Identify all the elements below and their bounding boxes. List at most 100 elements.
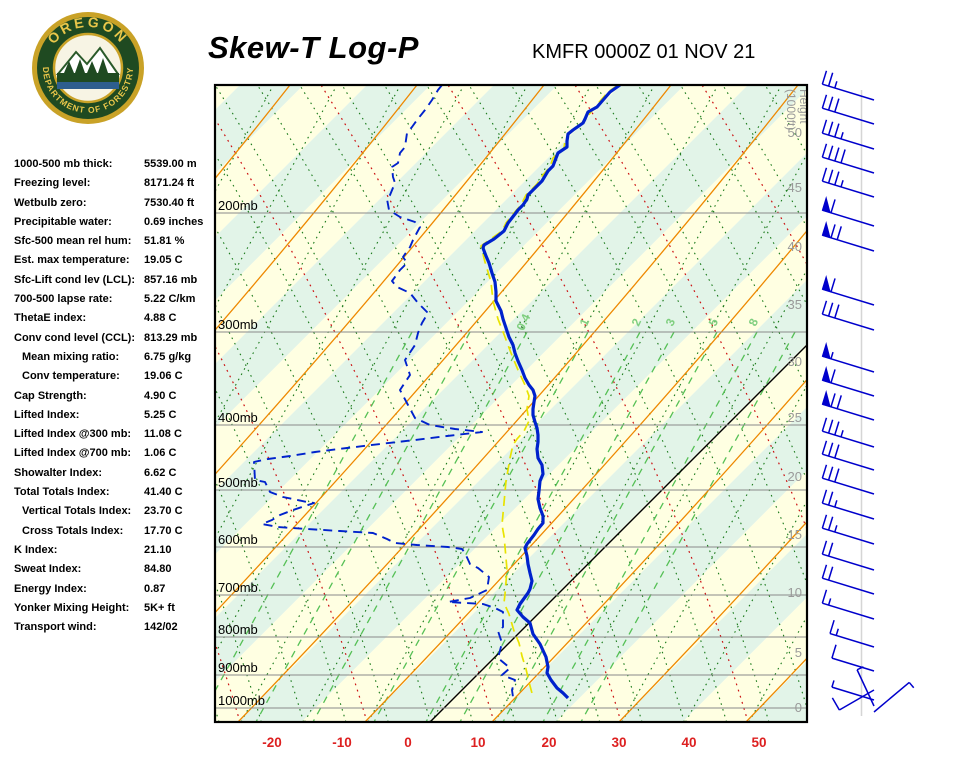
height-label: 35 bbox=[788, 297, 802, 312]
height-label: 15 bbox=[788, 527, 802, 542]
wind-barb bbox=[821, 564, 875, 595]
wind-barb-column bbox=[821, 70, 915, 713]
height-label: 25 bbox=[788, 410, 802, 425]
index-value: 19.05 C bbox=[144, 254, 183, 267]
index-row: Mean mixing ratio: 6.75 g/kg bbox=[14, 348, 214, 367]
index-value: 41.40 C bbox=[144, 486, 183, 499]
index-row: Lifted Index: 5.25 C bbox=[14, 406, 214, 425]
index-label: Vertical Totals Index: bbox=[22, 505, 132, 518]
height-label: 40 bbox=[788, 239, 802, 254]
index-label: Wetbulb zero: bbox=[14, 196, 87, 209]
isohume-line bbox=[304, 85, 655, 722]
wind-barb bbox=[821, 417, 875, 448]
wind-barb bbox=[821, 94, 875, 125]
isotherm-band bbox=[492, 407, 807, 722]
index-row: Precipitable water: 0.69 inches bbox=[14, 213, 214, 232]
index-row: Lifted Index @700 mb: 1.06 C bbox=[14, 444, 214, 463]
pressure-label: 500mb bbox=[218, 475, 258, 490]
isotherm-band bbox=[428, 343, 807, 722]
index-value: 7530.40 ft bbox=[144, 196, 195, 209]
index-value: 4.90 C bbox=[144, 389, 177, 402]
index-label: Precipitable water: bbox=[14, 215, 112, 228]
index-value: 17.70 C bbox=[144, 524, 183, 537]
isotherm-band bbox=[238, 153, 807, 722]
index-value: 21.10 bbox=[144, 543, 172, 556]
height-label: 50 bbox=[788, 125, 802, 140]
wind-barb bbox=[821, 589, 875, 620]
moist-adiabat bbox=[215, 706, 220, 722]
wind-barb bbox=[821, 119, 875, 150]
isohume-line bbox=[494, 153, 807, 722]
dewpoint-trace bbox=[253, 85, 516, 698]
height-label: 10 bbox=[788, 585, 802, 600]
isotherm-band bbox=[215, 85, 240, 110]
index-value: 857.16 mb bbox=[144, 273, 198, 286]
index-row: Total Totals Index: 41.40 C bbox=[14, 483, 214, 502]
wind-barb bbox=[829, 619, 875, 648]
index-label: Sfc-Lift cond lev (LCL): bbox=[14, 273, 135, 286]
index-value: 5K+ ft bbox=[144, 601, 175, 614]
height-label: 30 bbox=[788, 354, 802, 369]
index-value: 23.70 C bbox=[144, 505, 183, 518]
height-label: 45 bbox=[788, 180, 802, 195]
index-label: Transport wind: bbox=[14, 621, 97, 634]
isotherm-line bbox=[618, 520, 807, 722]
isotherm-band bbox=[215, 89, 807, 722]
height-label: 20 bbox=[788, 469, 802, 484]
temp-axis-label: 50 bbox=[751, 735, 766, 750]
index-value: 6.62 C bbox=[144, 466, 177, 479]
pressure-label: 900mb bbox=[218, 660, 258, 675]
wind-barb bbox=[821, 70, 875, 101]
isotherm-line bbox=[0, 85, 163, 722]
dry-adiabat-red bbox=[447, 85, 749, 722]
index-row: Sweat Index: 84.80 bbox=[14, 560, 214, 579]
index-value: 813.29 mb bbox=[144, 331, 198, 344]
dry-adiabat-red bbox=[574, 85, 807, 531]
wind-barb bbox=[821, 389, 875, 421]
plot-area: 0.4 1 2 3 5 850454035302520151050Height(1000f… bbox=[0, 85, 960, 722]
pressure-label: 600mb bbox=[218, 532, 258, 547]
index-label: Est. max temperature: bbox=[14, 254, 130, 267]
isotherm-band bbox=[873, 85, 960, 722]
index-row: Sfc-500 mean rel hum: 51.81 % bbox=[14, 232, 214, 251]
wind-barb bbox=[831, 680, 875, 701]
index-label: Lifted Index: bbox=[14, 408, 80, 421]
index-value: 5.25 C bbox=[144, 408, 177, 421]
station-datetime: KMFR 0000Z 01 NOV 21 bbox=[532, 41, 756, 63]
isohume-line bbox=[215, 85, 528, 655]
isotherm-line bbox=[873, 85, 960, 722]
temp-axis-label: -20 bbox=[262, 735, 282, 750]
wind-barb bbox=[831, 644, 875, 672]
isohume-line bbox=[240, 85, 592, 722]
mixing-ratio-line bbox=[580, 331, 796, 722]
temperature-trace bbox=[481, 85, 621, 700]
wind-barb bbox=[821, 143, 875, 174]
isohume-line bbox=[367, 85, 719, 722]
height-label: 0 bbox=[795, 700, 802, 715]
isotherm-line bbox=[215, 85, 291, 180]
mixing-ratio-line bbox=[425, 331, 641, 722]
mixing-ratio-line bbox=[542, 331, 758, 722]
index-row: ThetaE index: 4.88 C bbox=[14, 309, 214, 328]
isotherm-band bbox=[0, 85, 177, 722]
wind-barb bbox=[821, 167, 875, 198]
isotherm-line bbox=[215, 85, 545, 476]
mixing-ratio-line bbox=[312, 331, 528, 722]
index-value: 5.22 C/km bbox=[144, 293, 196, 306]
index-label: Yonker Mixing Height: bbox=[14, 601, 130, 614]
index-row: Freezing level: 8171.24 ft bbox=[14, 174, 214, 193]
index-row: 700-500 lapse rate: 5.22 C/km bbox=[14, 290, 214, 309]
isohume-line bbox=[621, 384, 807, 722]
index-value: 0.69 inches bbox=[144, 215, 204, 228]
index-label: ThetaE index: bbox=[14, 312, 87, 325]
index-label: Total Totals Index: bbox=[14, 486, 110, 499]
index-label: Cap Strength: bbox=[14, 389, 87, 402]
wind-barb bbox=[821, 365, 875, 397]
isotherm-band bbox=[301, 216, 807, 722]
index-label: Cross Totals Index: bbox=[22, 524, 124, 537]
index-value: 11.08 C bbox=[144, 428, 182, 441]
sounding-indices-panel: 1000-500 mb thick: 5539.00 m Freezing leve… bbox=[14, 155, 214, 637]
temp-axis-label: 0 bbox=[404, 735, 412, 750]
pressure-label: 700mb bbox=[218, 580, 258, 595]
